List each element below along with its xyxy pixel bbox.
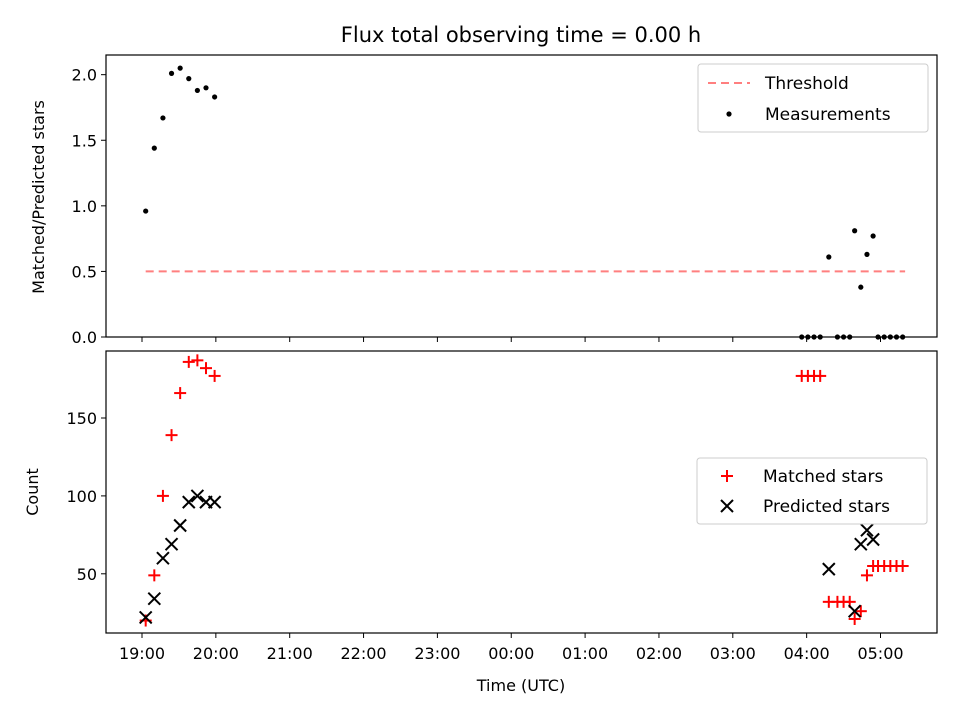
predicted-star-point xyxy=(182,495,196,509)
predicted-star-point xyxy=(138,610,153,625)
matched-star-point xyxy=(208,369,221,382)
bottom-legend: Matched stars Predicted stars xyxy=(696,457,928,525)
predicted-star-point xyxy=(860,523,874,537)
x-tick-label: 19:00 xyxy=(119,644,165,663)
predicted-star-point xyxy=(190,489,205,503)
predicted-star-point xyxy=(847,604,862,618)
measurement-point xyxy=(826,254,832,260)
top-y-axis-label: Matched/Predicted stars xyxy=(29,100,48,294)
chart-title: Flux total observing time = 0.00 h xyxy=(341,23,701,47)
bottom-y-axis-label: Count xyxy=(23,468,42,516)
measurement-point xyxy=(177,65,183,71)
top-y-tick-label: 1.0 xyxy=(72,197,97,216)
predicted-star-point xyxy=(156,551,170,565)
measurement-point xyxy=(151,145,157,151)
matched-star-point xyxy=(148,569,161,582)
bottom-y-ticks: 50 100 150 xyxy=(66,409,106,584)
x-tick-label: 05:00 xyxy=(857,644,903,663)
predicted-star-point xyxy=(854,537,868,551)
legend-predicted-swatch xyxy=(720,499,734,513)
measurement-point xyxy=(203,85,209,91)
predicted-star-point xyxy=(173,518,187,533)
matched-star-point xyxy=(165,429,178,442)
top-panel: Flux total observing time = 0.00 h Match… xyxy=(29,23,938,347)
top-y-tick-label: 0.5 xyxy=(72,262,97,281)
top-y-tick-label: 1.5 xyxy=(72,131,97,150)
matched-star-points xyxy=(139,354,909,627)
bottom-y-tick-label: 100 xyxy=(66,487,97,506)
x-tick-label: 02:00 xyxy=(636,644,682,663)
matched-star-point xyxy=(182,355,195,368)
top-y-ticks: 0.0 0.5 1.0 1.5 2.0 xyxy=(72,66,106,347)
bottom-axes-frame xyxy=(105,350,938,634)
legend-matched-label: Matched stars xyxy=(763,467,883,487)
top-axes-frame xyxy=(105,54,938,338)
matched-star-point xyxy=(174,387,187,400)
measurement-point xyxy=(168,70,175,76)
matched-star-point xyxy=(814,369,827,382)
matched-star-point xyxy=(854,605,867,618)
predicted-star-points xyxy=(138,489,880,625)
x-tick-label: 04:00 xyxy=(784,644,830,663)
legend-measurements-swatch xyxy=(726,111,732,117)
x-tick-label: 22:00 xyxy=(340,644,386,663)
top-legend: Threshold Measurements xyxy=(697,63,929,133)
matched-star-point xyxy=(848,612,861,625)
x-axis-label: Time (UTC) xyxy=(476,676,565,695)
top-y-tick-label: 2.0 xyxy=(72,66,97,85)
measurement-point xyxy=(858,284,864,290)
measurement-point xyxy=(143,208,149,214)
legend-predicted-label: Predicted stars xyxy=(763,497,890,517)
measurement-point xyxy=(852,228,858,234)
top-legend-box xyxy=(697,63,929,133)
predicted-star-point xyxy=(147,592,162,606)
bottom-y-tick-label: 50 xyxy=(77,565,97,584)
x-tick-label: 03:00 xyxy=(710,644,756,663)
measurement-point xyxy=(870,233,876,239)
predicted-star-point xyxy=(164,537,179,551)
x-tick-label: 20:00 xyxy=(193,644,239,663)
matched-star-point xyxy=(860,569,873,582)
legend-threshold-label: Threshold xyxy=(764,74,849,94)
predicted-star-point xyxy=(207,495,222,509)
measurement-points xyxy=(143,65,906,340)
bottom-y-tick-label: 150 xyxy=(66,409,97,428)
matched-star-point xyxy=(896,560,909,573)
predicted-star-point xyxy=(866,532,880,547)
matched-star-point xyxy=(156,489,169,502)
x-tick-label: 23:00 xyxy=(414,644,460,663)
bottom-panel: Count Time (UTC) 50 100 150 19:00 20:00 21:0… xyxy=(23,350,938,695)
x-tick-label: 01:00 xyxy=(562,644,608,663)
measurement-point xyxy=(864,251,870,257)
bottom-legend-box xyxy=(696,457,928,525)
predicted-star-point xyxy=(822,562,836,576)
measurement-point xyxy=(212,94,218,100)
measurement-point xyxy=(160,115,166,121)
x-tick-label: 21:00 xyxy=(267,644,313,663)
measurement-point xyxy=(194,87,200,94)
matched-star-point xyxy=(200,362,213,375)
top-y-tick-label: 0.0 xyxy=(72,328,97,347)
legend-measurements-label: Measurements xyxy=(765,105,891,125)
measurement-point xyxy=(186,76,192,82)
x-tick-label: 00:00 xyxy=(488,644,534,663)
bottom-x-ticks: 19:00 20:00 21:00 22:00 23:00 00:00 01:00 02:00… xyxy=(119,633,904,663)
matched-star-point xyxy=(191,354,204,367)
legend-matched-swatch xyxy=(721,470,733,482)
